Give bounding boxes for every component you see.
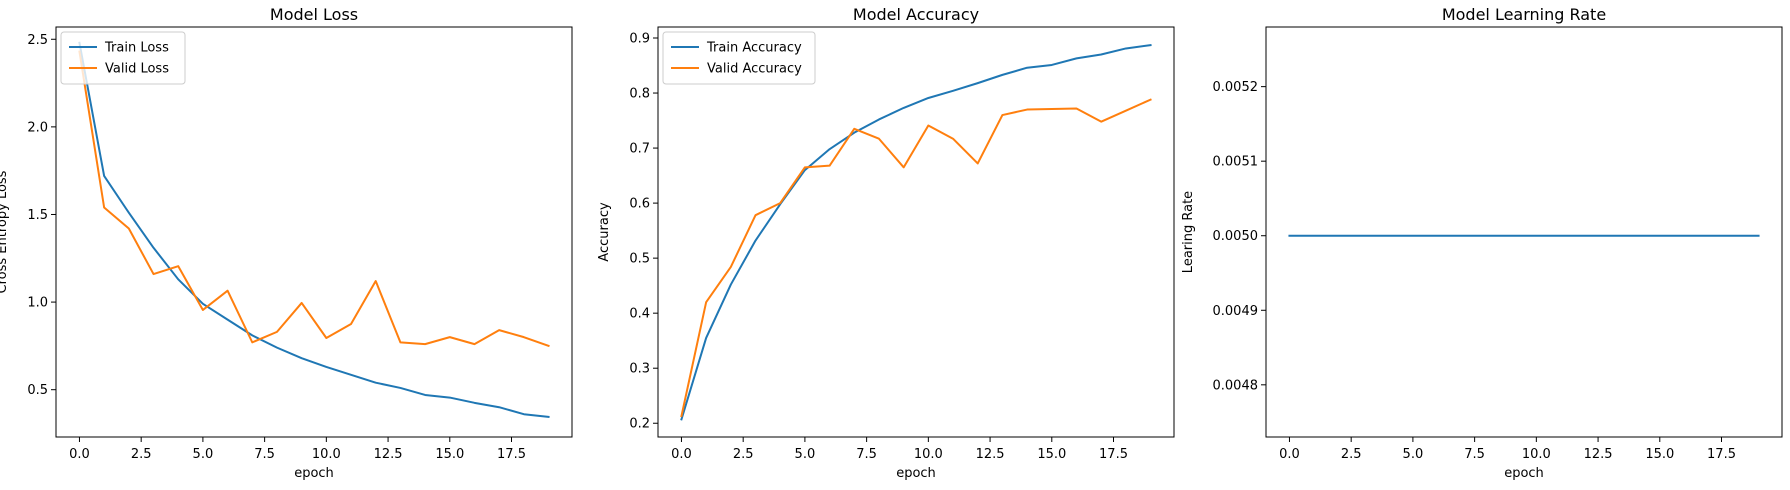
series-line-1 (78, 41, 550, 418)
y-tick-label: 0.7 (629, 142, 650, 157)
legend-box (662, 31, 816, 85)
x-tick-label: 15.0 (1037, 447, 1066, 462)
x-tick-label: 0.0 (69, 447, 90, 462)
x-tick-label: 2.5 (1341, 447, 1362, 462)
y-tick-label: 0.0050 (1213, 229, 1259, 244)
y-tick-label: 0.0048 (1213, 378, 1259, 393)
series-line-2 (680, 98, 1152, 418)
y-tick-label: 0.5 (27, 383, 48, 398)
y-tick-label: 1.0 (27, 296, 48, 311)
x-tick-label: 15.0 (1645, 447, 1674, 462)
legend-label: Valid Accuracy (707, 62, 802, 77)
legend: Train Loss Valid Loss (60, 31, 186, 85)
y-axis-label: Cross Entropy Loss (0, 170, 10, 293)
y-tick-label: 0.9 (629, 32, 650, 47)
axes-frame (55, 26, 573, 438)
y-tick-label: 0.6 (629, 197, 650, 212)
legend-label: Train Loss (104, 41, 169, 56)
y-axis-label: Learing Rate (1181, 191, 1196, 273)
legend-label: Train Accuracy (706, 41, 802, 56)
x-tick-label: 12.5 (976, 447, 1005, 462)
y-tick-label: 0.5 (629, 252, 650, 267)
x-tick-label: 7.5 (1464, 447, 1485, 462)
x-tick-label: 10.0 (312, 447, 341, 462)
x-tick-label: 2.5 (131, 447, 152, 462)
x-tick-label: 10.0 (914, 447, 943, 462)
legend-label: Valid Loss (105, 62, 169, 77)
x-tick-label: 10.0 (1522, 447, 1551, 462)
x-tick-label: 0.0 (671, 447, 692, 462)
x-tick-label: 7.5 (856, 447, 877, 462)
x-axis-label: epoch (896, 466, 936, 481)
chart-title: Model Loss (270, 5, 358, 24)
y-tick-label: 0.2 (629, 417, 650, 432)
y-axis-label: Accuracy (597, 202, 612, 262)
chart-title: Model Accuracy (853, 5, 979, 24)
x-tick-label: 17.5 (1707, 447, 1736, 462)
y-tick-label: 0.0051 (1213, 155, 1259, 170)
chart-panel-1: 0.0 2.5 5.0 7.5 10.0 12.5 15.0 17.5 0.5 1.0 1.5 2.0… (0, 5, 573, 481)
chart-title: Model Learning Rate (1442, 5, 1606, 24)
chart-panel-3: 0.0 2.5 5.0 7.5 10.0 12.5 15.0 17.5 0.0048 0.0049… (1181, 5, 1783, 481)
legend: Train Accuracy Valid Accuracy (662, 31, 816, 85)
legend-box (60, 31, 186, 85)
x-axis-label: epoch (294, 466, 334, 481)
x-axis-label: epoch (1504, 466, 1544, 481)
axes-frame (1265, 26, 1783, 438)
y-tick-label: 0.0049 (1213, 304, 1259, 319)
x-tick-label: 12.5 (1584, 447, 1613, 462)
x-tick-label: 5.0 (1403, 447, 1424, 462)
y-tick-label: 0.8 (629, 87, 650, 102)
x-tick-label: 12.5 (374, 447, 403, 462)
series-line-1 (680, 44, 1152, 421)
x-tick-label: 17.5 (497, 447, 526, 462)
x-tick-label: 5.0 (795, 447, 816, 462)
x-tick-label: 0.0 (1279, 447, 1300, 462)
x-tick-label: 17.5 (1099, 447, 1128, 462)
y-tick-label: 0.4 (629, 307, 650, 322)
y-tick-label: 2.0 (27, 120, 48, 135)
x-tick-label: 7.5 (254, 447, 275, 462)
y-tick-label: 2.5 (27, 33, 48, 48)
axes-frame (657, 26, 1175, 438)
y-tick-label: 0.3 (629, 362, 650, 377)
x-tick-label: 5.0 (193, 447, 214, 462)
x-tick-label: 15.0 (435, 447, 464, 462)
series-line-2 (78, 50, 550, 348)
chart-panel-2: 0.0 2.5 5.0 7.5 10.0 12.5 15.0 17.5 0.2 0.3 0.4 0.5… (597, 5, 1175, 481)
y-tick-label: 1.5 (27, 208, 48, 223)
y-tick-label: 0.0052 (1213, 80, 1259, 95)
x-tick-label: 2.5 (733, 447, 754, 462)
